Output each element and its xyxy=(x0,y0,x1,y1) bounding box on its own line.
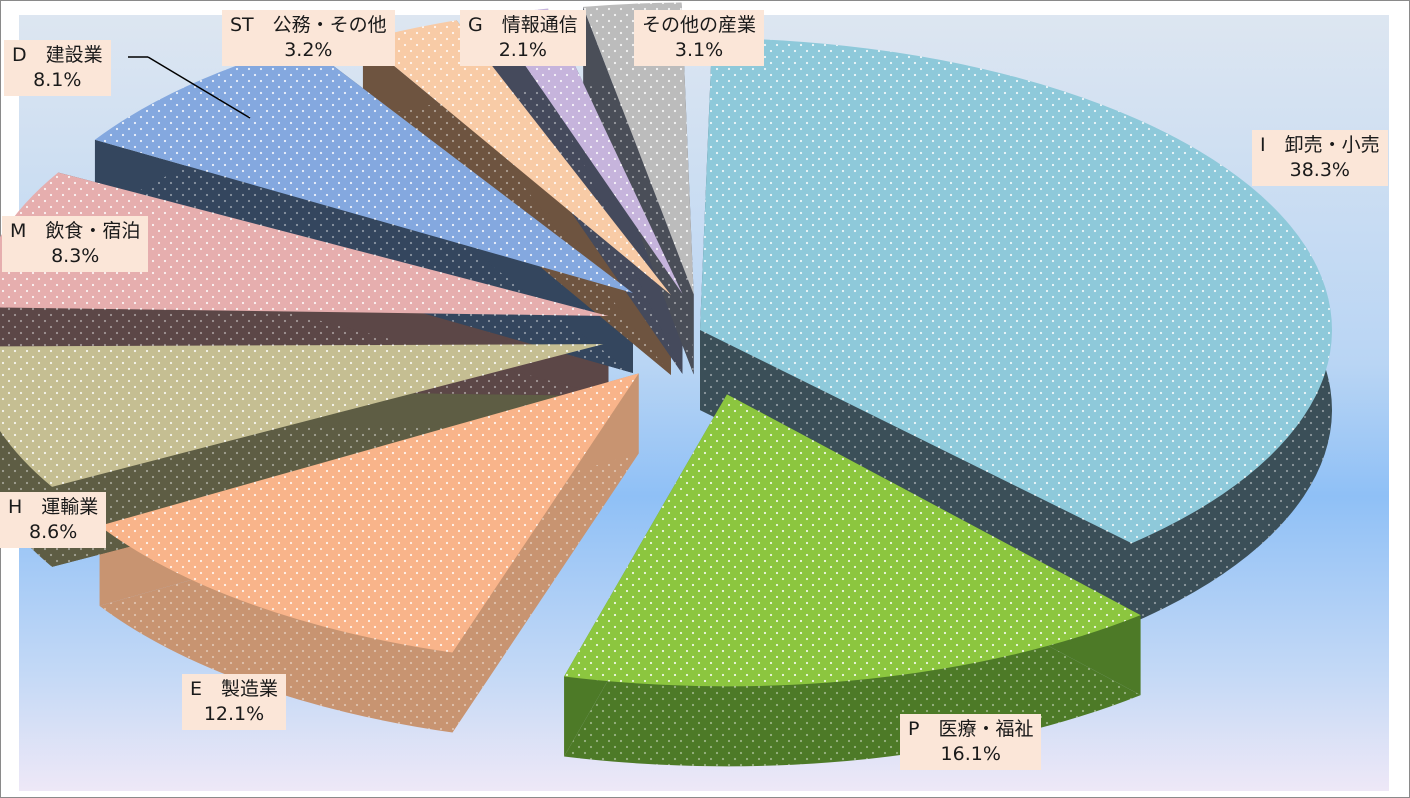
label-food-lodging: M 飲食・宿泊 8.3% xyxy=(2,216,149,272)
label-other-industries: その他の産業 3.1% xyxy=(634,10,765,66)
label-medical-welfare: P 医療・福祉 16.1% xyxy=(900,714,1042,770)
slice-top-pattern-4 xyxy=(0,172,609,316)
label-construction: D 建設業 8.1% xyxy=(4,40,111,96)
label-wholesale-retail: I 卸売・小売 38.3% xyxy=(1252,130,1388,186)
slice-top-pattern-6 xyxy=(362,20,671,295)
slice-top-pattern-1 xyxy=(564,394,1141,687)
label-info-comm: G 情報通信 2.1% xyxy=(460,10,586,66)
label-transport: H 運輸業 8.6% xyxy=(0,492,107,548)
slice-top-pattern-3 xyxy=(0,344,604,487)
label-public-other: ST 公務・その他 3.2% xyxy=(222,10,395,66)
label-leader-line xyxy=(147,56,251,119)
slice-top-pattern-2 xyxy=(99,373,639,653)
label-manufacturing: E 製造業 12.1% xyxy=(182,674,287,730)
slice-top-pattern-8 xyxy=(583,2,694,295)
slice-top-pattern-7 xyxy=(490,8,683,294)
slice-top-pattern-0 xyxy=(700,38,1332,544)
